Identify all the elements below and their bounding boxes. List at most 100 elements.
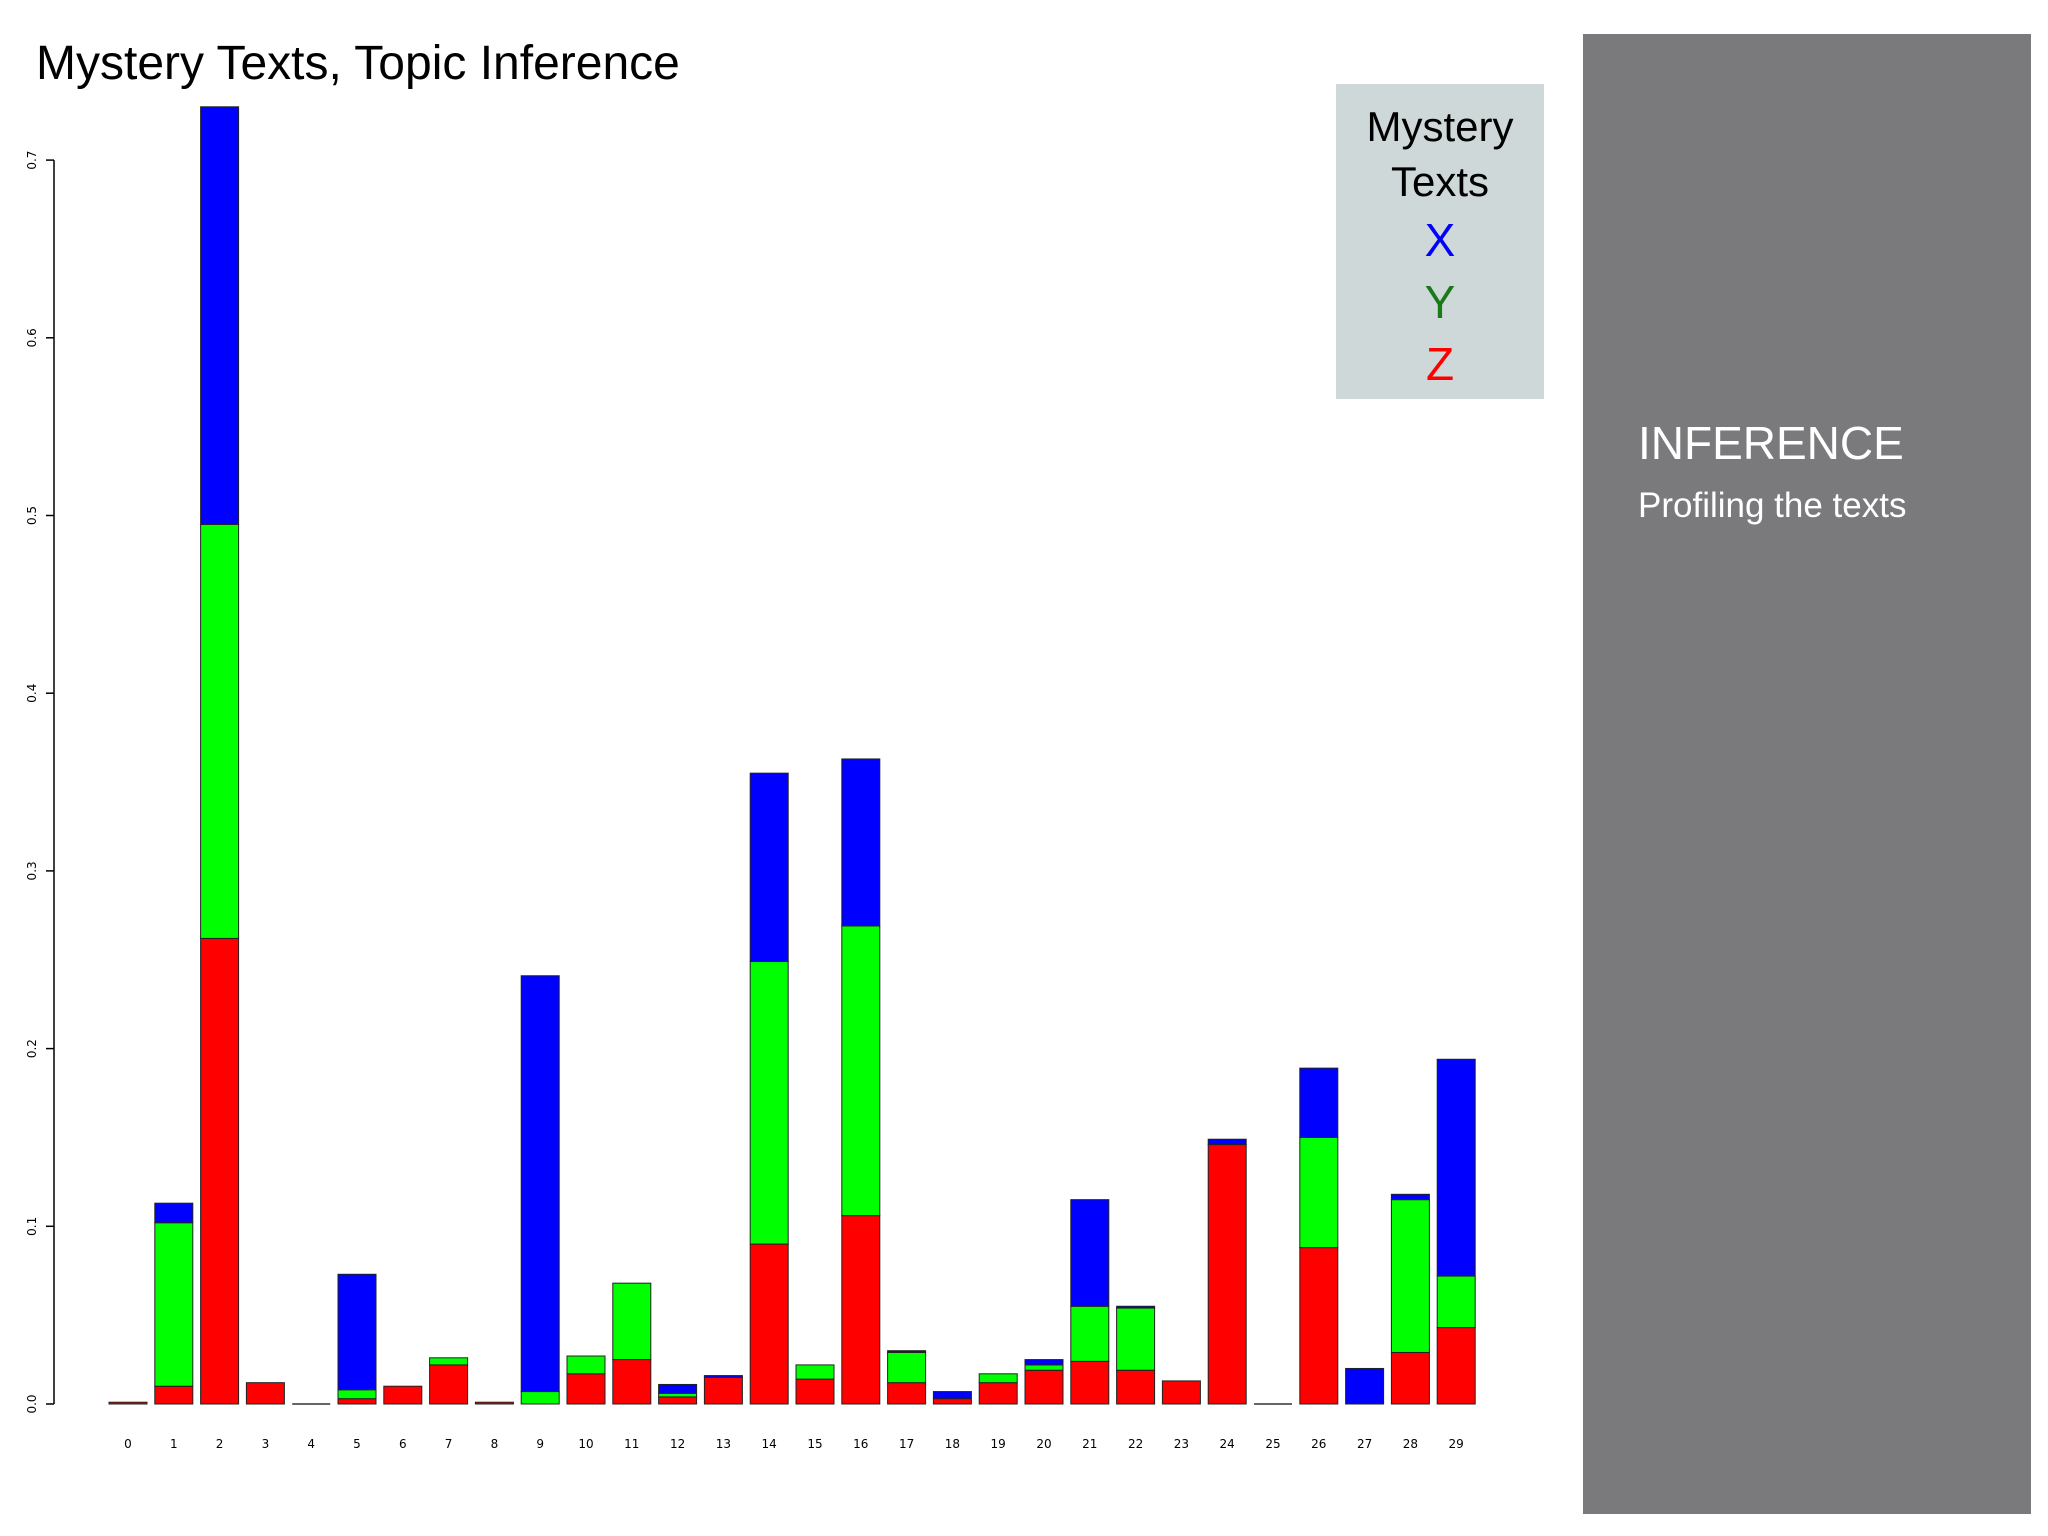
bar-segment-x-16 — [841, 758, 881, 927]
x-tick-label: 23 — [1174, 1437, 1189, 1451]
bar-segment-y-15 — [795, 1364, 835, 1380]
bar-segment-y-29 — [1436, 1275, 1476, 1329]
legend-title-line1: Mystery — [1366, 103, 1514, 150]
bar-segment-x-9 — [520, 975, 560, 1393]
x-tick-label: 1 — [170, 1437, 178, 1451]
bar-segment-z-11 — [612, 1359, 652, 1405]
x-tick-label: 3 — [262, 1437, 270, 1451]
bar-segment-z-22 — [1116, 1369, 1156, 1405]
x-tick-label: 29 — [1449, 1437, 1464, 1451]
bar-segment-y-10 — [566, 1355, 606, 1375]
x-tick-label: 25 — [1265, 1437, 1280, 1451]
y-tick-label: 0.5 — [25, 506, 39, 525]
bar-segment-x-18 — [932, 1391, 972, 1400]
bar-segment-z-14 — [749, 1243, 789, 1405]
side-heading: INFERENCE — [1638, 417, 1904, 469]
stacked-bar-chart: 0.00.10.20.30.40.50.60.7 0 1 2 3 4 5 6 7 8 9 10 11 1… — [25, 106, 1476, 1451]
y-tick-label: 0.1 — [25, 1217, 39, 1236]
legend-title-line2: Texts — [1390, 158, 1490, 205]
side-subheading: Profiling the texts — [1638, 486, 1907, 525]
bar-segment-z-18 — [932, 1398, 972, 1405]
bar-segment-z-24 — [1207, 1144, 1247, 1405]
x-tick-label: 9 — [536, 1437, 544, 1451]
bar-segment-z-2 — [200, 937, 240, 1405]
bar-segment-x-21 — [1070, 1199, 1110, 1307]
x-tick-label: 24 — [1220, 1437, 1235, 1451]
bar-segment-y-16 — [841, 925, 881, 1217]
bar-segment-z-19 — [978, 1382, 1018, 1405]
x-tick-label: 6 — [399, 1437, 407, 1451]
x-tick-label: 16 — [853, 1437, 868, 1451]
bar-segment-x-20 — [1024, 1359, 1064, 1366]
x-tick-label: 17 — [899, 1437, 914, 1451]
bar-segment-y-11 — [612, 1282, 652, 1361]
x-tick-label: 13 — [716, 1437, 731, 1451]
x-axis-labels: 0 1 2 3 4 5 6 7 8 9 10 11 12 13 14 15 16 17 18 19 20 21 22 23 24… — [124, 1437, 1464, 1451]
bar-segment-z-20 — [1024, 1369, 1064, 1405]
bar-segment-z-17 — [887, 1382, 927, 1405]
bar-segment-y-12 — [658, 1392, 698, 1398]
x-tick-label: 0 — [124, 1437, 132, 1451]
bar-segment-x-26 — [1299, 1067, 1339, 1138]
x-tick-label: 5 — [353, 1437, 361, 1451]
bar-segment-y-22 — [1116, 1307, 1156, 1371]
x-tick-label: 7 — [445, 1437, 453, 1451]
x-tick-label: 22 — [1128, 1437, 1143, 1451]
bar-segment-x-13 — [703, 1375, 743, 1378]
legend-item-x: X — [1424, 214, 1456, 266]
bar-segment-z-7 — [429, 1364, 469, 1405]
bars — [108, 106, 1476, 1405]
bar-segment-x-28 — [1390, 1193, 1430, 1201]
bar-segment-z-21 — [1070, 1360, 1110, 1405]
bar-segment-x-24 — [1207, 1138, 1247, 1146]
bar-segment-y-7 — [429, 1357, 469, 1366]
bar-segment-x-12 — [658, 1383, 698, 1394]
bar-segment-z-3 — [245, 1382, 285, 1405]
y-tick-label: 0.7 — [25, 151, 39, 170]
bar-segment-x-5 — [337, 1273, 377, 1391]
bar-segment-z-26 — [1299, 1247, 1339, 1405]
y-tick-label: 0.2 — [25, 1039, 39, 1058]
x-tick-label: 20 — [1036, 1437, 1051, 1451]
bar-segment-z-28 — [1390, 1351, 1430, 1405]
x-tick-label: 19 — [991, 1437, 1006, 1451]
bar-segment-z-6 — [383, 1385, 423, 1405]
x-tick-label: 2 — [216, 1437, 224, 1451]
bar-segment-x-17 — [887, 1350, 927, 1353]
x-tick-label: 15 — [807, 1437, 822, 1451]
bar-segment-y-17 — [887, 1351, 927, 1384]
bar-segment-y-5 — [337, 1389, 377, 1400]
bar-segment-z-0 — [108, 1401, 148, 1405]
x-tick-label: 12 — [670, 1437, 685, 1451]
bar-segment-y-14 — [749, 961, 789, 1245]
x-tick-label: 4 — [307, 1437, 315, 1451]
x-tick-label: 27 — [1357, 1437, 1372, 1451]
bar-segment-y-26 — [1299, 1136, 1339, 1249]
x-tick-label: 21 — [1082, 1437, 1097, 1451]
bar-segment-x-2 — [200, 106, 240, 525]
bar-segment-y-21 — [1070, 1305, 1110, 1362]
bar-segment-y-28 — [1390, 1199, 1430, 1353]
y-tick-label: 0.3 — [25, 861, 39, 880]
x-tick-label: 18 — [945, 1437, 960, 1451]
bar-segment-x-29 — [1436, 1058, 1476, 1277]
y-tick-label: 0.6 — [25, 328, 39, 347]
bar-segment-z-29 — [1436, 1327, 1476, 1405]
legend-item-z: Z — [1425, 338, 1455, 390]
y-tick-label: 0.4 — [25, 684, 39, 703]
x-tick-label: 14 — [762, 1437, 777, 1451]
legend: Mystery Texts X Y Z — [1336, 84, 1544, 399]
x-tick-label: 10 — [578, 1437, 593, 1451]
legend-item-y: Y — [1424, 276, 1456, 328]
bar-segment-y-1 — [154, 1222, 194, 1387]
legend-title: Mystery Texts — [1336, 99, 1544, 209]
bar-segment-x-27 — [1345, 1367, 1385, 1405]
bar-segment-x-1 — [154, 1202, 194, 1224]
x-tick-label: 26 — [1311, 1437, 1326, 1451]
bar-segment-y-9 — [520, 1391, 560, 1405]
bar-segment-y-19 — [978, 1373, 1018, 1384]
bar-segment-z-8 — [474, 1401, 514, 1405]
bar-segment-z-1 — [154, 1385, 194, 1405]
bar-segment-z-5 — [337, 1398, 377, 1405]
